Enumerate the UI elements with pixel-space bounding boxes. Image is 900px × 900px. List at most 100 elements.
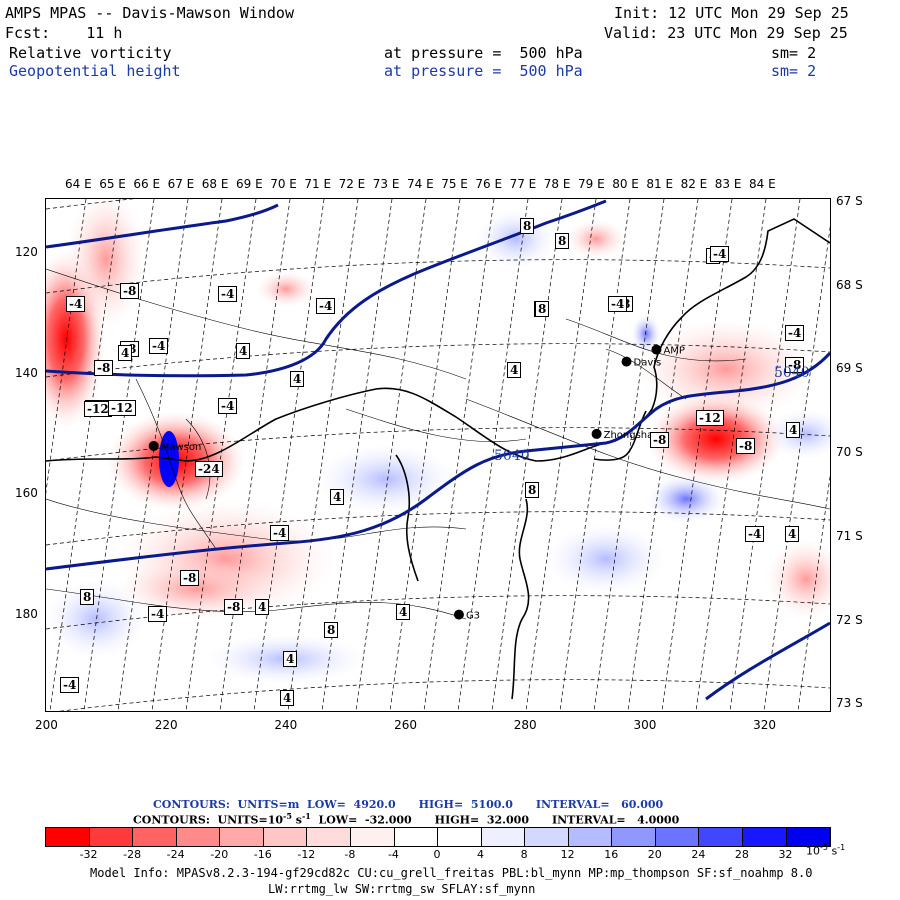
colorbar-tick-label: -8: [344, 848, 356, 861]
meridian-line: [525, 199, 597, 711]
vorticity-contour-label: 4: [236, 343, 251, 359]
lon-label: 66 E: [133, 177, 161, 191]
y-tick-label: 180: [15, 606, 38, 621]
colorbar-swatch: [525, 828, 569, 846]
x-tick-label: 320: [753, 718, 777, 732]
coastline: [46, 218, 830, 700]
vort-info-exp2: -1: [301, 811, 311, 821]
colorbar-units: 10-5 s-1: [806, 843, 845, 858]
colorbar: [45, 827, 831, 847]
colorbar-swatch: [307, 828, 351, 846]
vorticity-contour-label: 8: [535, 301, 550, 317]
lon-label: 78 E: [543, 177, 571, 191]
height-contours: [46, 199, 830, 701]
parallel-line: [59, 679, 830, 711]
lon-label: 68 E: [201, 177, 229, 191]
shade-davis-red: [636, 319, 816, 419]
colorbar-tick-label: 0: [433, 848, 441, 861]
colorbar-swatch: [786, 828, 831, 846]
meridian-line: [49, 199, 121, 711]
shade-davis-blue: [631, 314, 661, 354]
x-tick-label: 240: [274, 718, 298, 732]
meridian-line: [151, 199, 223, 711]
colorbar-tick-label: 32: [778, 848, 793, 861]
vorticity-contour-label: -4: [66, 296, 86, 312]
vorticity-contour-label: -4: [218, 286, 238, 302]
vorticity-contour-label: -4: [316, 298, 336, 314]
vorticity-contour-label: 4: [785, 526, 800, 542]
valid-time: Valid: 23 UTC Mon 29 Sep 25: [604, 24, 848, 42]
vort-info-rest: LOW= -32.000 HIGH= 32.000 INTERVAL= 4.00…: [310, 813, 680, 827]
meridian-line: [46, 199, 87, 495]
meridian-line: [559, 199, 631, 711]
height-contour-label: 5040: [494, 448, 530, 464]
y-tick-label: 160: [15, 486, 38, 501]
vorticity-contour-label: -4: [785, 325, 805, 341]
parallel-line: [46, 343, 830, 378]
lon-label: 72 E: [338, 177, 366, 191]
height-contour-2: [46, 199, 607, 378]
colorbar-tick-label: -16: [253, 848, 272, 861]
colorbar-swatch: [133, 828, 177, 846]
station-dot: [591, 428, 602, 439]
x-tick-label: 280: [513, 718, 537, 732]
station-label: G3: [466, 611, 480, 622]
field2-name: Geopotential height: [9, 62, 181, 80]
forecast-hour: Fcst: 11 h: [5, 24, 123, 42]
lat-label: 73 S: [836, 696, 863, 711]
lon-label: 77 E: [509, 177, 537, 191]
vorticity-contour-label: 4: [290, 371, 305, 387]
colorbar-swatch: [743, 828, 787, 846]
vorticity-contour-info: CONTOURS: UNITS=10-5 s-1 LOW= -32.000 HI…: [133, 811, 679, 827]
x-tick-label: 220: [154, 718, 178, 732]
parallel-line: [46, 199, 135, 210]
vorticity-contour-label: 8: [324, 622, 339, 638]
height-contour-1: [46, 203, 279, 249]
field1-name: Relative vorticity: [9, 44, 172, 62]
colorbar-tick-label: -12: [297, 848, 316, 861]
vorticity-contour-label: 4: [396, 604, 411, 620]
shade-n-pink: [256, 271, 316, 307]
meridian-line: [389, 199, 461, 711]
field1-pressure: at pressure = 500 hPa: [384, 44, 583, 62]
cbar-units-exp: -5: [820, 843, 828, 852]
meridian-line: [491, 199, 563, 711]
colorbar-tick-label: -24: [166, 848, 185, 861]
chart-title: AMPS MPAS -- Davis-Mawson Window: [5, 4, 294, 22]
lon-label: 67 E: [167, 177, 195, 191]
height-contour-label: 5040: [774, 365, 810, 381]
lon-label: 76 E: [475, 177, 503, 191]
colorbar-tick-label: -4: [387, 848, 399, 861]
vorticity-contour-label: -24: [195, 461, 223, 477]
station-label: Davis: [634, 358, 662, 369]
colorbar-swatch: [176, 828, 221, 846]
meridian-line: [729, 199, 801, 711]
vorticity-contour-label: -4: [745, 526, 765, 542]
colorbar-tick-label: 16: [604, 848, 619, 861]
vorticity-contours: [46, 268, 830, 620]
colorbar-tick-label: 28: [734, 848, 749, 861]
vorticity-contour-label: 8: [520, 218, 535, 234]
lat-label: 70 S: [836, 445, 863, 460]
parallel-line: [46, 427, 830, 462]
height-contour-info: CONTOURS: UNITS=m LOW= 4920.0 HIGH= 5100…: [153, 798, 664, 811]
colorbar-swatch: [699, 828, 743, 846]
shade-se-blue: [546, 524, 666, 594]
lat-label: 69 S: [836, 361, 863, 376]
vorticity-contour-label: -4: [60, 677, 80, 693]
colorbar-tick-label: 20: [647, 848, 662, 861]
vorticity-contour-label: 4: [283, 651, 298, 667]
lon-label: 82 E: [680, 177, 708, 191]
vort-info-exp: -5: [283, 811, 292, 821]
map-plot: Mawson Davis AMP Zhongshan G3: [45, 198, 831, 712]
colorbar-swatch: [612, 828, 656, 846]
vorticity-contour-label: 8: [80, 589, 95, 605]
colorbar-tick-label: -28: [123, 848, 142, 861]
vorticity-contour-label: 4: [507, 362, 522, 378]
shade-mid-blue: [316, 444, 456, 514]
y-tick-label: 140: [15, 365, 38, 380]
vorticity-contour-label: 4: [255, 599, 270, 615]
meridian-line: [661, 199, 733, 711]
vort-info-prefix: CONTOURS: UNITS=10: [133, 813, 284, 827]
lat-label: 72 S: [836, 612, 863, 627]
